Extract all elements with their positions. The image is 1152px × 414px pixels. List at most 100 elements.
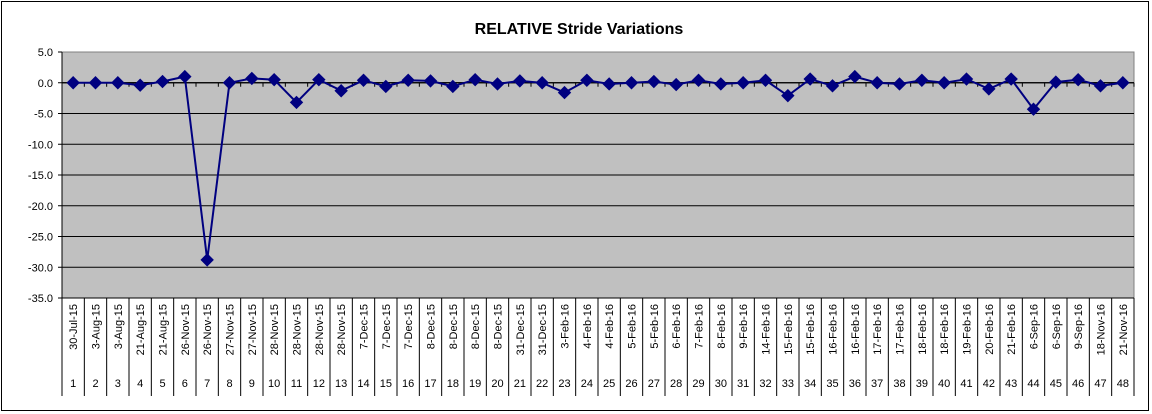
data-point xyxy=(937,76,951,90)
x-index-label: 8 xyxy=(226,378,232,390)
x-index-label: 37 xyxy=(871,378,883,390)
data-point xyxy=(356,73,371,87)
x-index-label: 20 xyxy=(491,378,503,390)
x-category-label: 28-Nov-15 xyxy=(292,304,304,355)
data-point xyxy=(1026,102,1041,116)
x-category-label: 17-Feb-16 xyxy=(895,304,907,355)
data-point xyxy=(959,72,974,86)
data-point xyxy=(1071,72,1085,87)
x-category-label: 20-Feb-16 xyxy=(984,304,996,355)
x-category-label: 21-Aug-15 xyxy=(135,304,147,355)
x-index-label: 42 xyxy=(983,378,995,390)
data-point xyxy=(289,95,304,110)
y-tick-label: -5.0 xyxy=(34,109,53,121)
data-point xyxy=(111,76,125,90)
x-index-label: 40 xyxy=(938,378,950,390)
data-point xyxy=(513,74,527,88)
y-tick-label: -15.0 xyxy=(28,170,53,182)
x-index-label: 4 xyxy=(137,378,143,390)
y-tick-label: -35.0 xyxy=(28,293,53,305)
x-index-label: 36 xyxy=(849,378,861,390)
data-point xyxy=(781,88,795,103)
x-category-label: 18-Feb-16 xyxy=(939,304,951,355)
x-category-label: 26-Nov-15 xyxy=(180,304,192,355)
data-point xyxy=(245,71,259,86)
x-index-label: 23 xyxy=(558,378,570,390)
x-index-label: 47 xyxy=(1094,378,1106,390)
x-index-label: 25 xyxy=(603,378,615,390)
data-point xyxy=(1116,76,1130,90)
chart-title: RELATIVE Stride Variations xyxy=(474,21,684,38)
x-category-label: 21-Feb-16 xyxy=(1006,304,1018,355)
data-point xyxy=(66,76,80,90)
x-category-label: 8-Dec-15 xyxy=(426,304,438,349)
x-category-label: 6-Sep-16 xyxy=(1029,304,1041,349)
x-category-label: 26-Nov-15 xyxy=(202,304,214,355)
data-point xyxy=(892,77,907,91)
data-point xyxy=(825,79,840,93)
x-category-label: 7-Dec-15 xyxy=(359,304,371,349)
data-point xyxy=(915,73,929,87)
y-tick-label: -20.0 xyxy=(28,201,53,213)
x-category-label: 28-Nov-15 xyxy=(269,304,281,355)
x-index-label: 1 xyxy=(70,378,76,390)
x-index-label: 44 xyxy=(1027,378,1039,390)
data-point xyxy=(468,72,482,87)
plot-area xyxy=(61,51,1135,299)
data-point xyxy=(200,253,214,267)
x-index-label: 2 xyxy=(92,378,98,390)
x-category-label: 5-Feb-16 xyxy=(649,304,661,349)
data-point xyxy=(535,76,549,90)
data-point xyxy=(446,79,460,94)
x-index-label: 11 xyxy=(291,378,302,390)
x-category-label: 3-Aug-15 xyxy=(91,304,103,349)
x-index-label: 30 xyxy=(715,378,727,390)
x-category-label: 7-Dec-15 xyxy=(403,304,415,349)
x-category-label: 19-Feb-16 xyxy=(962,304,974,355)
data-point xyxy=(267,72,281,87)
data-point xyxy=(379,79,393,94)
data-point xyxy=(691,73,706,87)
data-point xyxy=(334,84,348,98)
data-point xyxy=(736,76,750,90)
x-category-label: 30-Jul-15 xyxy=(68,304,80,350)
x-category-label: 9-Sep-16 xyxy=(1073,304,1085,349)
x-index-label: 7 xyxy=(204,378,210,390)
y-tick-label: 5.0 xyxy=(38,47,53,59)
x-category-label: 18-Feb-16 xyxy=(917,304,929,355)
data-point xyxy=(1004,72,1018,86)
x-category-label: 4-Feb-16 xyxy=(604,304,616,349)
x-index-label: 14 xyxy=(357,378,369,390)
data-point xyxy=(758,73,773,87)
x-index-label: 38 xyxy=(893,378,905,390)
x-index-label: 16 xyxy=(402,378,414,390)
data-point xyxy=(88,76,103,90)
x-index-label: 9 xyxy=(249,378,255,390)
x-index-label: 43 xyxy=(1005,378,1017,390)
x-index-label: 6 xyxy=(182,378,188,390)
x-index-label: 48 xyxy=(1117,378,1129,390)
data-point xyxy=(982,82,996,96)
x-category-label: 9-Feb-16 xyxy=(738,304,750,349)
x-index-label: 26 xyxy=(625,378,637,390)
data-point xyxy=(155,74,170,89)
x-category-label: 3-Feb-16 xyxy=(560,304,572,349)
x-index-label: 19 xyxy=(469,378,481,390)
x-category-label: 7-Dec-15 xyxy=(381,304,393,349)
x-index-label: 35 xyxy=(826,378,838,390)
x-index-label: 22 xyxy=(536,378,548,390)
x-category-label: 16-Feb-16 xyxy=(850,304,862,355)
x-category-label: 21-Nov-16 xyxy=(1118,304,1130,355)
x-index-label: 46 xyxy=(1072,378,1084,390)
y-axis: 5.0 0.0 -5.0 -10.0 -15.0 -20.0 -25.0 -30.0 -35.0 xyxy=(28,47,63,305)
data-point xyxy=(669,77,683,92)
x-category-label: 8-Feb-16 xyxy=(716,304,728,349)
x-index-label: 31 xyxy=(737,378,749,390)
x-category-label: 31-Dec-15 xyxy=(537,304,549,355)
y-tick-label: -25.0 xyxy=(28,232,53,244)
x-index-label: 15 xyxy=(380,378,392,390)
x-category-label: 27-Nov-15 xyxy=(247,304,259,355)
x-index-label: 13 xyxy=(335,378,347,390)
data-point xyxy=(557,85,572,100)
x-index-label: 45 xyxy=(1050,378,1062,390)
